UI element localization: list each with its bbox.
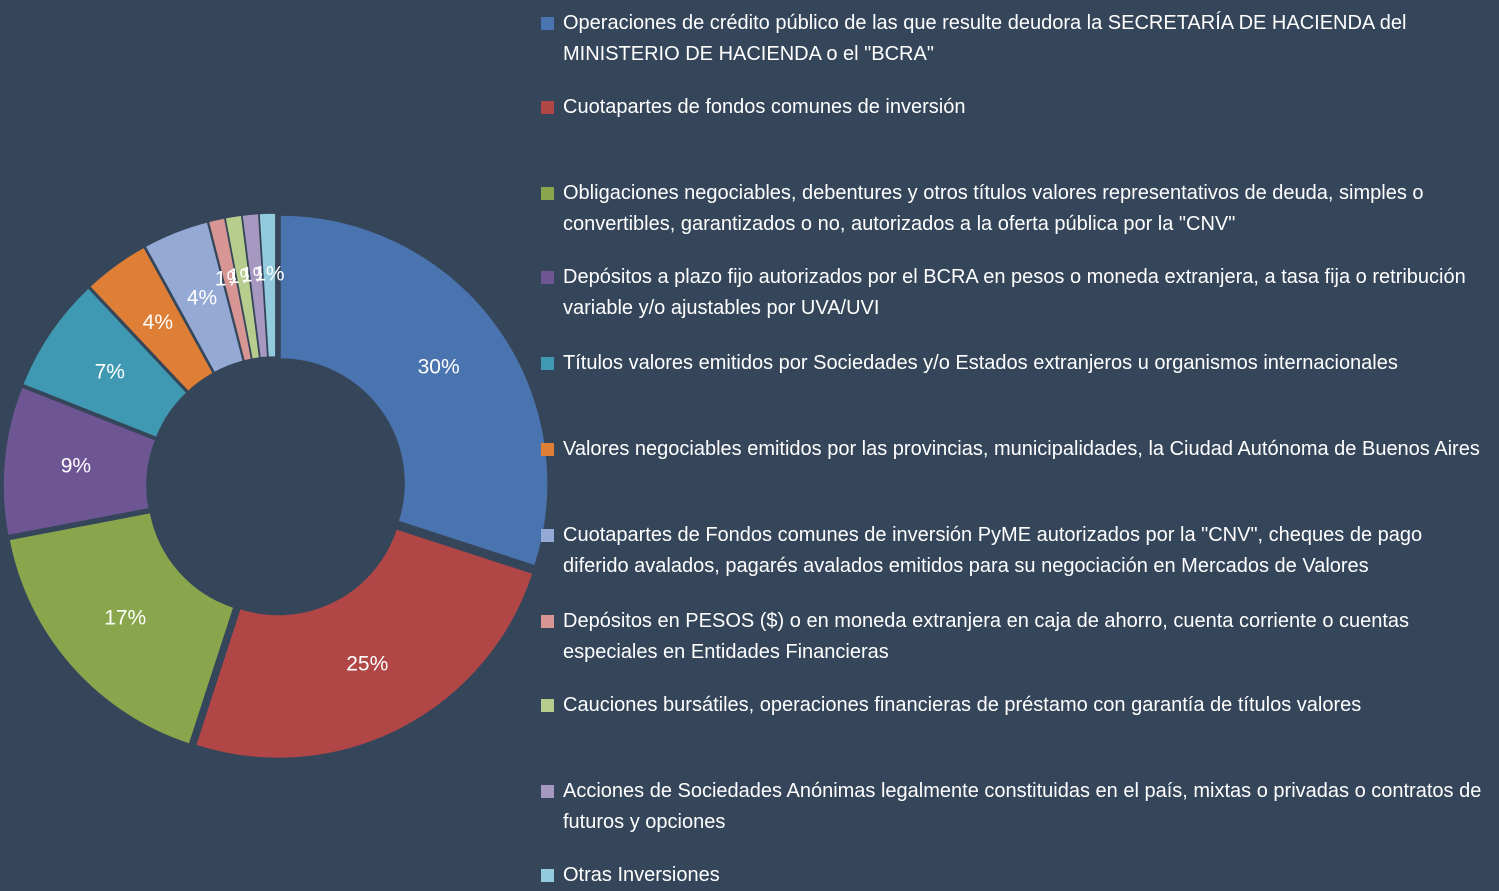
data-label: 9%	[61, 455, 91, 478]
legend-swatch	[541, 699, 554, 712]
legend-item: Obligaciones negociables, debentures y o…	[541, 178, 1486, 240]
legend-label: Operaciones de crédito público de las qu…	[563, 12, 1407, 65]
legend-swatch	[541, 529, 554, 542]
legend-item: Depósitos a plazo fijo autorizados por e…	[541, 262, 1486, 324]
legend-item: Cuotapartes de fondos comunes de inversi…	[541, 92, 1486, 123]
slice	[2, 385, 157, 537]
legend-item: Cuotapartes de Fondos comunes de inversi…	[541, 520, 1486, 582]
legend-swatch	[541, 187, 554, 200]
slice	[8, 511, 235, 746]
legend-item: Cauciones bursátiles, operaciones financ…	[541, 690, 1486, 721]
legend-swatch	[541, 443, 554, 456]
legend-label: Obligaciones negociables, debentures y o…	[563, 182, 1424, 235]
legend-swatch	[541, 615, 554, 628]
legend-swatch	[541, 357, 554, 370]
legend-label: Acciones de Sociedades Anónimas legalmen…	[563, 780, 1482, 833]
legend-swatch	[541, 869, 554, 882]
legend-label: Otras Inversiones	[563, 864, 720, 886]
legend-swatch	[541, 271, 554, 284]
legend-swatch	[541, 17, 554, 30]
legend-item: Operaciones de crédito público de las qu…	[541, 8, 1486, 70]
legend-label: Cauciones bursátiles, operaciones financ…	[563, 694, 1362, 716]
data-label: 4%	[143, 311, 173, 334]
slice	[258, 212, 277, 359]
slice	[279, 214, 549, 567]
data-label: 25%	[346, 653, 388, 676]
data-label: 17%	[104, 606, 146, 629]
slice	[144, 220, 245, 374]
legend-item: Acciones de Sociedades Anónimas legalmen…	[541, 776, 1486, 838]
legend-swatch	[541, 101, 554, 114]
legend-label: Cuotapartes de Fondos comunes de inversi…	[563, 524, 1423, 577]
legend-label: Valores negociables emitidos por las pro…	[563, 438, 1480, 460]
slice	[21, 286, 189, 439]
legend-label: Títulos valores emitidos por Sociedades …	[563, 352, 1398, 374]
legend-label: Cuotapartes de fondos comunes de inversi…	[563, 96, 966, 118]
data-label: 4%	[187, 287, 217, 310]
legend-label: Depósitos en PESOS ($) o en moneda extra…	[563, 610, 1410, 663]
legend-swatch	[541, 785, 554, 798]
legend-item: Otras Inversiones	[541, 860, 1486, 891]
data-label: 1%	[254, 263, 284, 286]
data-label: 7%	[95, 361, 125, 384]
legend-label: Depósitos a plazo fijo autorizados por e…	[563, 266, 1466, 319]
legend-item: Depósitos en PESOS ($) o en moneda extra…	[541, 606, 1486, 668]
legend-item: Títulos valores emitidos por Sociedades …	[541, 348, 1486, 379]
data-label: 30%	[418, 355, 460, 378]
slice	[88, 246, 215, 393]
legend-item: Valores negociables emitidos por las pro…	[541, 434, 1486, 465]
slice	[194, 527, 535, 760]
